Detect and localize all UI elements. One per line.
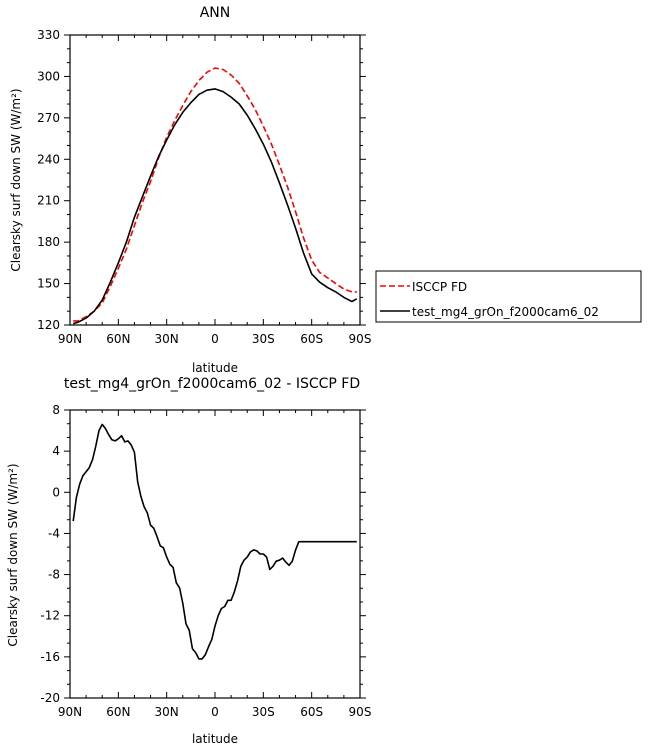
bottom-y-tick-label: -8 <box>48 568 60 582</box>
top-y-ticks: 120 150 180 210 240 270 300 330 <box>37 28 366 332</box>
top-plot-frame <box>69 34 361 326</box>
bottom-x-tick-label: 90S <box>349 705 372 719</box>
top-series-lines <box>72 67 358 325</box>
legend-label-isccp: ISCCP FD <box>412 280 467 294</box>
top-x-tick-label: 60N <box>106 332 130 346</box>
legend-box <box>375 270 642 323</box>
bottom-x-ticks: 90N 60N 30N 0 30S 60S 90S <box>58 410 372 719</box>
bottom-y-tick-label: -16 <box>40 650 60 664</box>
top-x-tick-label: 90S <box>349 332 372 346</box>
bottom-x-tick-label: 60S <box>300 705 323 719</box>
bottom-x-tick-label: 30N <box>155 705 179 719</box>
bottom-x-tick-label: 0 <box>211 705 219 719</box>
top-y-tick-label: 240 <box>37 152 60 166</box>
bottom-y-tick-label: -12 <box>40 609 60 623</box>
top-chart-title: ANN <box>200 5 231 21</box>
top-x-ticks: 90N 60N 30N 0 30S 60S 90S <box>58 35 372 346</box>
top-x-tick-label: 90N <box>58 332 82 346</box>
top-y-tick-label: 210 <box>37 194 60 208</box>
bottom-chart: test_mg4_grOn_f2000cam6_02 - ISCCP FD 90… <box>6 376 371 746</box>
top-series-line-1 <box>72 88 358 325</box>
top-series-line-0 <box>73 67 357 322</box>
top-x-tick-label: 30N <box>155 332 179 346</box>
top-x-tick-label: 0 <box>211 332 219 346</box>
top-y-tick-label: 180 <box>37 235 60 249</box>
top-chart: ANN 90N 60N 30N 0 30S 60S 90S 120 150 180 210 240 2… <box>9 5 642 375</box>
top-x-tick-label: 60S <box>300 332 323 346</box>
top-y-tick-label: 270 <box>37 111 60 125</box>
top-y-tick-label: 300 <box>37 69 60 83</box>
bottom-plot-frame <box>69 409 361 699</box>
top-x-tick-label: 30S <box>252 332 275 346</box>
bottom-x-tick-label: 30S <box>252 705 275 719</box>
bottom-x-axis-label: latitude <box>192 732 238 746</box>
legend: ISCCP FD test_mg4_grOn_f2000cam6_02 <box>375 270 642 323</box>
top-y-axis-label: Clearsky surf down SW (W/m²) <box>9 88 23 271</box>
bottom-series-lines <box>72 423 357 660</box>
bottom-series-line-0 <box>72 423 357 660</box>
bottom-y-tick-label: -20 <box>40 691 60 705</box>
top-y-tick-label: 330 <box>37 28 60 42</box>
bottom-y-tick-label: 8 <box>52 403 60 417</box>
bottom-x-tick-label: 90N <box>58 705 82 719</box>
bottom-y-axis-label: Clearsky surf down SW (W/m²) <box>6 463 20 646</box>
top-y-tick-label: 150 <box>37 277 60 291</box>
bottom-y-tick-label: 4 <box>52 444 60 458</box>
legend-label-test: test_mg4_grOn_f2000cam6_02 <box>412 305 599 319</box>
bottom-chart-title: test_mg4_grOn_f2000cam6_02 - ISCCP FD <box>64 376 360 392</box>
bottom-y-tick-label: 0 <box>52 485 60 499</box>
top-y-tick-label: 120 <box>37 318 60 332</box>
bottom-y-ticks: -20 -16 -12 -8 -4 0 4 8 <box>40 403 366 705</box>
bottom-y-tick-label: -4 <box>48 526 60 540</box>
bottom-x-tick-label: 60N <box>106 705 130 719</box>
top-x-axis-label: latitude <box>192 361 238 375</box>
